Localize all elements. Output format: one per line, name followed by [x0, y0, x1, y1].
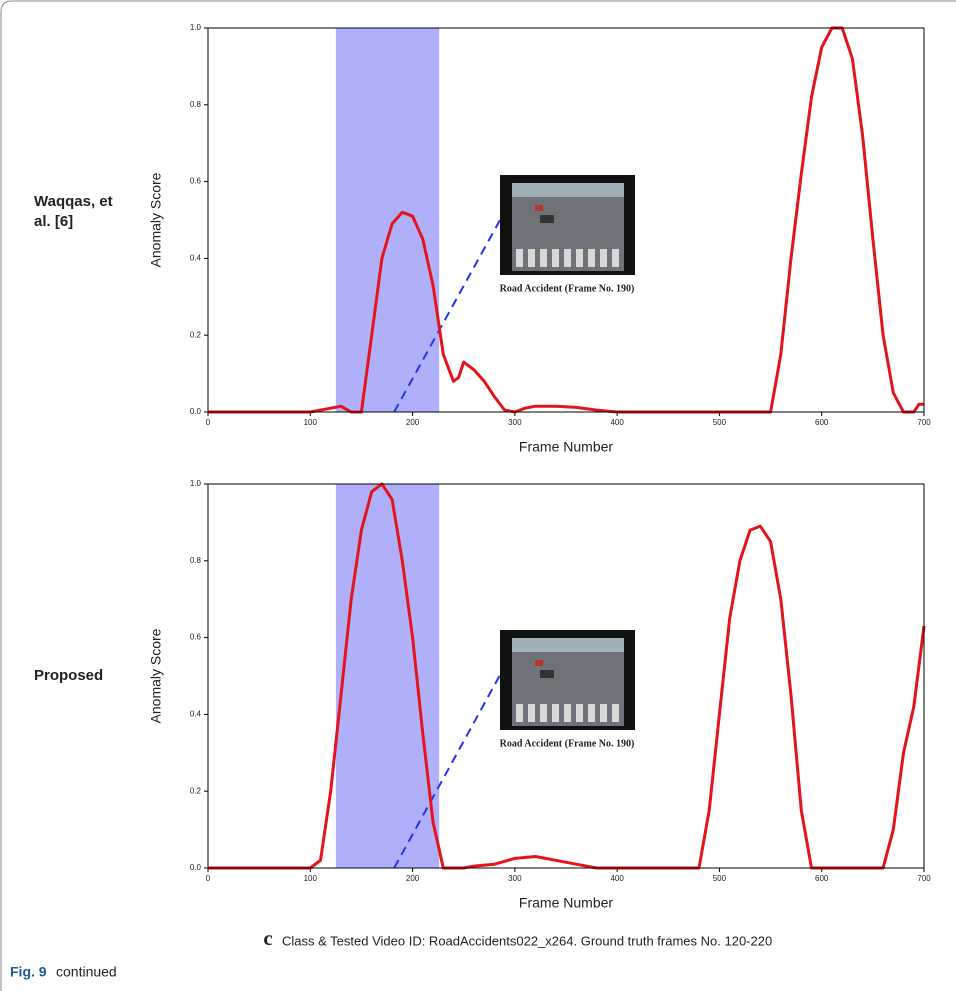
x-tick-label: 300: [508, 874, 522, 883]
x-tick-label: 300: [508, 418, 522, 427]
x-tick-label: 400: [610, 874, 624, 883]
inset-image: [500, 630, 635, 730]
y-axis-label: Anomaly Score: [148, 628, 164, 723]
ground-truth-span: [335, 484, 440, 868]
x-tick-label: 0: [206, 418, 211, 427]
y-tick-label: 0.4: [190, 710, 202, 719]
image-crosswalk: [528, 704, 535, 722]
image-crosswalk: [612, 704, 619, 722]
inset-caption: Road Accident (Frame No. 190): [500, 283, 635, 294]
image-crosswalk: [612, 249, 619, 267]
x-tick-label: 600: [815, 874, 829, 883]
x-tick-label: 200: [406, 418, 420, 427]
image-crosswalk: [600, 249, 607, 267]
y-tick-label: 0.6: [190, 177, 202, 186]
x-tick-label: 100: [304, 874, 318, 883]
x-tick-label: 200: [406, 874, 420, 883]
image-crosswalk: [576, 249, 583, 267]
x-tick-label: 0: [206, 874, 211, 883]
image-crosswalk: [516, 704, 523, 722]
y-tick-label: 0.0: [190, 863, 202, 872]
y-tick-label: 0.4: [190, 254, 202, 263]
x-tick-label: 400: [610, 418, 624, 427]
image-sky: [512, 183, 624, 197]
figure-note: continued: [56, 964, 117, 980]
pointer-line: [393, 674, 501, 869]
y-tick-label: 0.8: [190, 100, 202, 109]
y-tick-label: 0.8: [190, 556, 202, 565]
inset-image: [500, 175, 635, 275]
y-tick-label: 0.2: [190, 330, 202, 339]
row-label: Proposed: [34, 667, 104, 684]
y-tick-label: 1.0: [190, 23, 202, 32]
image-crosswalk: [588, 704, 595, 722]
x-tick-label: 100: [304, 418, 318, 427]
inset-caption: Road Accident (Frame No. 190): [500, 738, 635, 749]
image-crosswalk: [552, 704, 559, 722]
image-crosswalk: [600, 704, 607, 722]
x-axis-label: Frame Number: [519, 439, 613, 455]
image-car: [535, 205, 543, 211]
ground-truth-span: [335, 28, 440, 412]
image-sky: [512, 638, 624, 652]
image-crosswalk: [564, 704, 571, 722]
y-axis-label: Anomaly Score: [148, 172, 164, 267]
pointer-line: [393, 219, 501, 413]
caption-letter: c: [263, 926, 272, 950]
image-crosswalk: [588, 249, 595, 267]
image-crosswalk: [564, 249, 571, 267]
axes-frame: [207, 27, 925, 413]
x-tick-label: 500: [713, 418, 727, 427]
image-crosswalk: [540, 704, 547, 722]
x-tick-label: 700: [917, 874, 931, 883]
image-crosswalk: [576, 704, 583, 722]
figure-label: Fig. 9: [10, 964, 47, 980]
axes-frame: [207, 483, 925, 869]
x-tick-label: 500: [713, 874, 727, 883]
image-crosswalk: [540, 249, 547, 267]
x-tick-label: 700: [917, 418, 931, 427]
series-line: [208, 482, 926, 870]
y-tick-label: 0.6: [190, 633, 202, 642]
row-label: Waqqas, et al. [6]: [34, 193, 113, 230]
image-crosswalk: [516, 249, 523, 267]
series-line: [208, 26, 924, 414]
y-tick-label: 0.2: [190, 786, 202, 795]
image-crosswalk: [552, 249, 559, 267]
image-car: [540, 215, 554, 223]
image-car: [535, 660, 543, 666]
x-tick-label: 600: [815, 418, 829, 427]
image-crosswalk: [528, 249, 535, 267]
image-car: [540, 670, 554, 678]
y-tick-label: 1.0: [190, 479, 202, 488]
caption: Class & Tested Video ID: RoadAccidents02…: [282, 933, 772, 948]
y-tick-label: 0.0: [190, 407, 202, 416]
x-axis-label: Frame Number: [519, 895, 613, 911]
